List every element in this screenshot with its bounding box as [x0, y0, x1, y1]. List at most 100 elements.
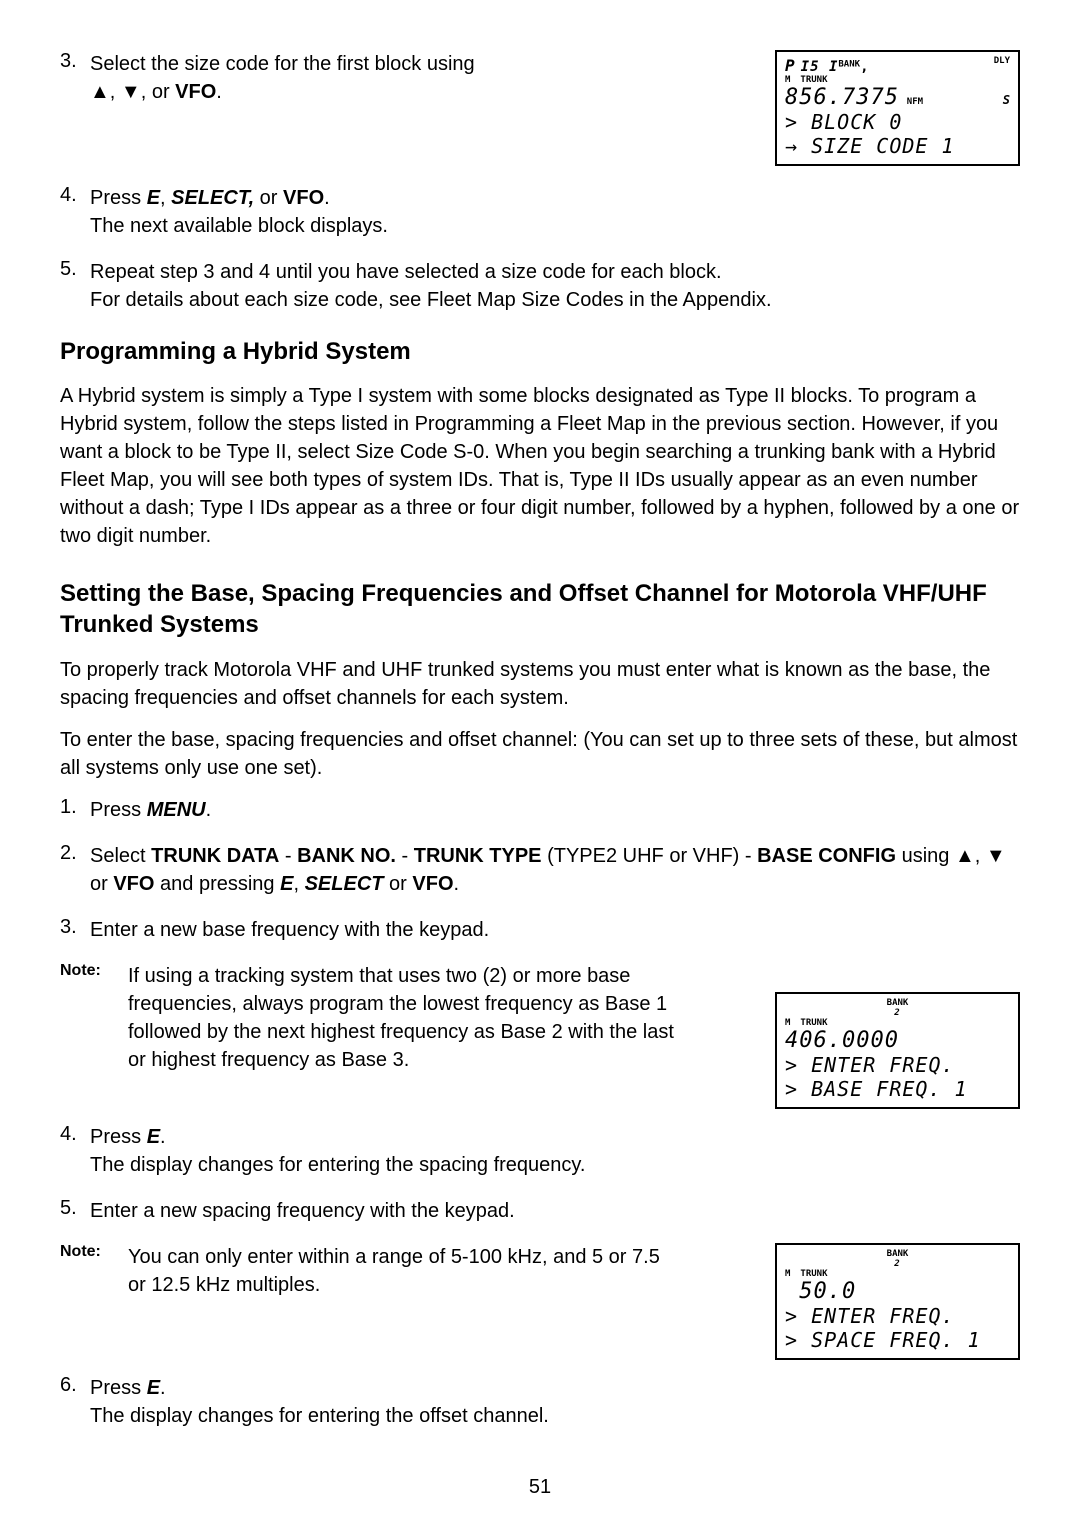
- lcd3-m: M: [785, 1269, 790, 1279]
- lcd3-bank: BANK: [887, 1249, 909, 1259]
- lcd2-l1: > ENTER FREQ.: [785, 1053, 1010, 1077]
- b6-l2: The display changes for entering the off…: [90, 1405, 549, 1427]
- b2-vfo: VFO: [113, 873, 154, 895]
- b2-t1: TRUNK DATA: [151, 845, 279, 867]
- step-5-num: 5.: [60, 258, 90, 314]
- lcd2-freq: 406.0000: [785, 1028, 1010, 1053]
- b1-pre: Press: [90, 799, 147, 821]
- b4-pre: Press: [90, 1126, 147, 1148]
- bstep-3-body: Enter a new base frequency with the keyp…: [90, 916, 489, 944]
- lcd1-freq: 856.7375: [785, 85, 899, 110]
- up-arrow-icon: [90, 81, 110, 103]
- step-3-row: 3. Select the size code for the first bl…: [60, 50, 1020, 166]
- step-4-num: 4.: [60, 184, 90, 240]
- bstep-2-num: 2.: [60, 842, 90, 898]
- bstep-6-row: 6. Press E. The display changes for ente…: [60, 1374, 1020, 1430]
- lcd1-line2: → SIZE CODE 1: [785, 134, 1010, 158]
- b4-post: .: [160, 1126, 166, 1148]
- b2-and: and pressing: [154, 873, 280, 895]
- note-2-label: Note:: [60, 1243, 128, 1299]
- b2-using: using: [896, 845, 955, 867]
- b2-paren: (TYPE2 UHF or VHF) -: [542, 845, 758, 867]
- b2-d2: -: [396, 845, 414, 867]
- bstep-5-body: Enter a new spacing frequency with the k…: [90, 1197, 515, 1225]
- bstep-4-num: 4.: [60, 1123, 90, 1179]
- s3-sep1: ,: [110, 81, 121, 103]
- lcd1-bankmark: I5 I: [801, 59, 839, 75]
- b2-vfo2: VFO: [412, 873, 453, 895]
- page-content: 3. Select the size code for the first bl…: [60, 50, 1020, 1430]
- heading-hybrid: Programming a Hybrid System: [60, 338, 1020, 366]
- lcd-display-2: BANK2 MTRUNK 406.0000 > ENTER FREQ. > BA…: [775, 992, 1020, 1109]
- bstep-5-row: 5. Enter a new spacing frequency with th…: [60, 1197, 1020, 1225]
- step-3-body: Select the size code for the first block…: [90, 50, 475, 106]
- b2-or1: or: [90, 873, 113, 895]
- note-1-block: Note: If using a tracking system that us…: [60, 962, 1020, 1109]
- b2-t3: TRUNK TYPE: [414, 845, 542, 867]
- down-arrow-icon: [121, 81, 141, 103]
- lcd2-bank: BANK: [887, 998, 909, 1008]
- s3-post3: .: [216, 81, 222, 103]
- s5-l2: For details about each size code, see Fl…: [90, 289, 772, 311]
- lcd3-freq: 50.0: [785, 1279, 1010, 1304]
- b1-menu: MENU: [147, 799, 206, 821]
- note-2-body: You can only enter within a range of 5-1…: [128, 1243, 680, 1299]
- page-number: 51: [0, 1476, 1080, 1499]
- lcd3-trunk: TRUNK: [800, 1269, 827, 1279]
- b6-pre: Press: [90, 1377, 147, 1399]
- step-4-body: Press E, SELECT, or VFO. The next availa…: [90, 184, 388, 240]
- s5-l1: Repeat step 3 and 4 until you have selec…: [90, 261, 722, 283]
- b2-post: .: [454, 873, 460, 895]
- bstep-1-body: Press MENU.: [90, 796, 211, 824]
- lcd-display-3: BANK2 MTRUNK 50.0 > ENTER FREQ. > SPACE …: [775, 1243, 1020, 1360]
- bstep-6-num: 6.: [60, 1374, 90, 1430]
- lcd2-m: M: [785, 1018, 790, 1028]
- lcd1-line1: > BLOCK 0: [785, 110, 1010, 134]
- b2-sep1: ,: [975, 845, 986, 867]
- bstep-2-row: 2. Select TRUNK DATA - BANK NO. - TRUNK …: [60, 842, 1020, 898]
- bstep-6-body: Press E. The display changes for enterin…: [90, 1374, 549, 1430]
- bstep-2-body: Select TRUNK DATA - BANK NO. - TRUNK TYP…: [90, 842, 1020, 898]
- s4-s2: or: [254, 187, 283, 209]
- lcd1-bank: BANK: [838, 60, 860, 70]
- down-arrow-icon-2: [986, 845, 1006, 867]
- lcd1-trunk: TRUNK: [800, 75, 827, 85]
- s4-post: .: [324, 187, 330, 209]
- step-3-num: 3.: [60, 50, 90, 106]
- lcd1-dly: DLY: [994, 56, 1010, 75]
- lcd1-p: P: [785, 56, 795, 75]
- bstep-5-num: 5.: [60, 1197, 90, 1225]
- step-4-row: 4. Press E, SELECT, or VFO. The next ava…: [60, 184, 1020, 240]
- lcd2-l2: > BASE FREQ. 1: [785, 1077, 1010, 1101]
- s4-line2: The next available block displays.: [90, 215, 388, 237]
- b2-or2: or: [383, 873, 412, 895]
- heading-base-spacing: Setting the Base, Spacing Frequencies an…: [60, 578, 1020, 640]
- lcd3-two: 2: [894, 1259, 900, 1269]
- para-base-1: To properly track Motorola VHF and UHF t…: [60, 656, 1020, 712]
- bstep-4-body: Press E. The display changes for enterin…: [90, 1123, 586, 1179]
- up-arrow-icon-2: [955, 845, 975, 867]
- s4-s1: ,: [160, 187, 171, 209]
- s3-sep2: , or: [141, 81, 175, 103]
- b4-l2: The display changes for entering the spa…: [90, 1154, 586, 1176]
- step-5-body: Repeat step 3 and 4 until you have selec…: [90, 258, 772, 314]
- lcd1-s: S: [1003, 93, 1010, 107]
- s4-e: E: [147, 187, 160, 209]
- bstep-1-num: 1.: [60, 796, 90, 824]
- note-1-body: If using a tracking system that uses two…: [128, 962, 680, 1074]
- bstep-3-row: 3. Enter a new base frequency with the k…: [60, 916, 1020, 944]
- b2-t2: BANK NO.: [297, 845, 396, 867]
- s4-pre: Press: [90, 187, 147, 209]
- s3-vfo: VFO: [175, 81, 216, 103]
- bstep-3-num: 3.: [60, 916, 90, 944]
- note-1-label: Note:: [60, 962, 128, 1074]
- bstep-4-row: 4. Press E. The display changes for ente…: [60, 1123, 1020, 1179]
- s4-vfo: VFO: [283, 187, 324, 209]
- b6-e: E: [147, 1377, 160, 1399]
- step-5-row: 5. Repeat step 3 and 4 until you have se…: [60, 258, 1020, 314]
- step-3-pre: Select the size code for the first block…: [90, 53, 475, 75]
- b1-post: .: [206, 799, 212, 821]
- s4-select: SELECT,: [171, 187, 254, 209]
- bstep-1-row: 1. Press MENU.: [60, 796, 1020, 824]
- lcd2-trunk: TRUNK: [800, 1018, 827, 1028]
